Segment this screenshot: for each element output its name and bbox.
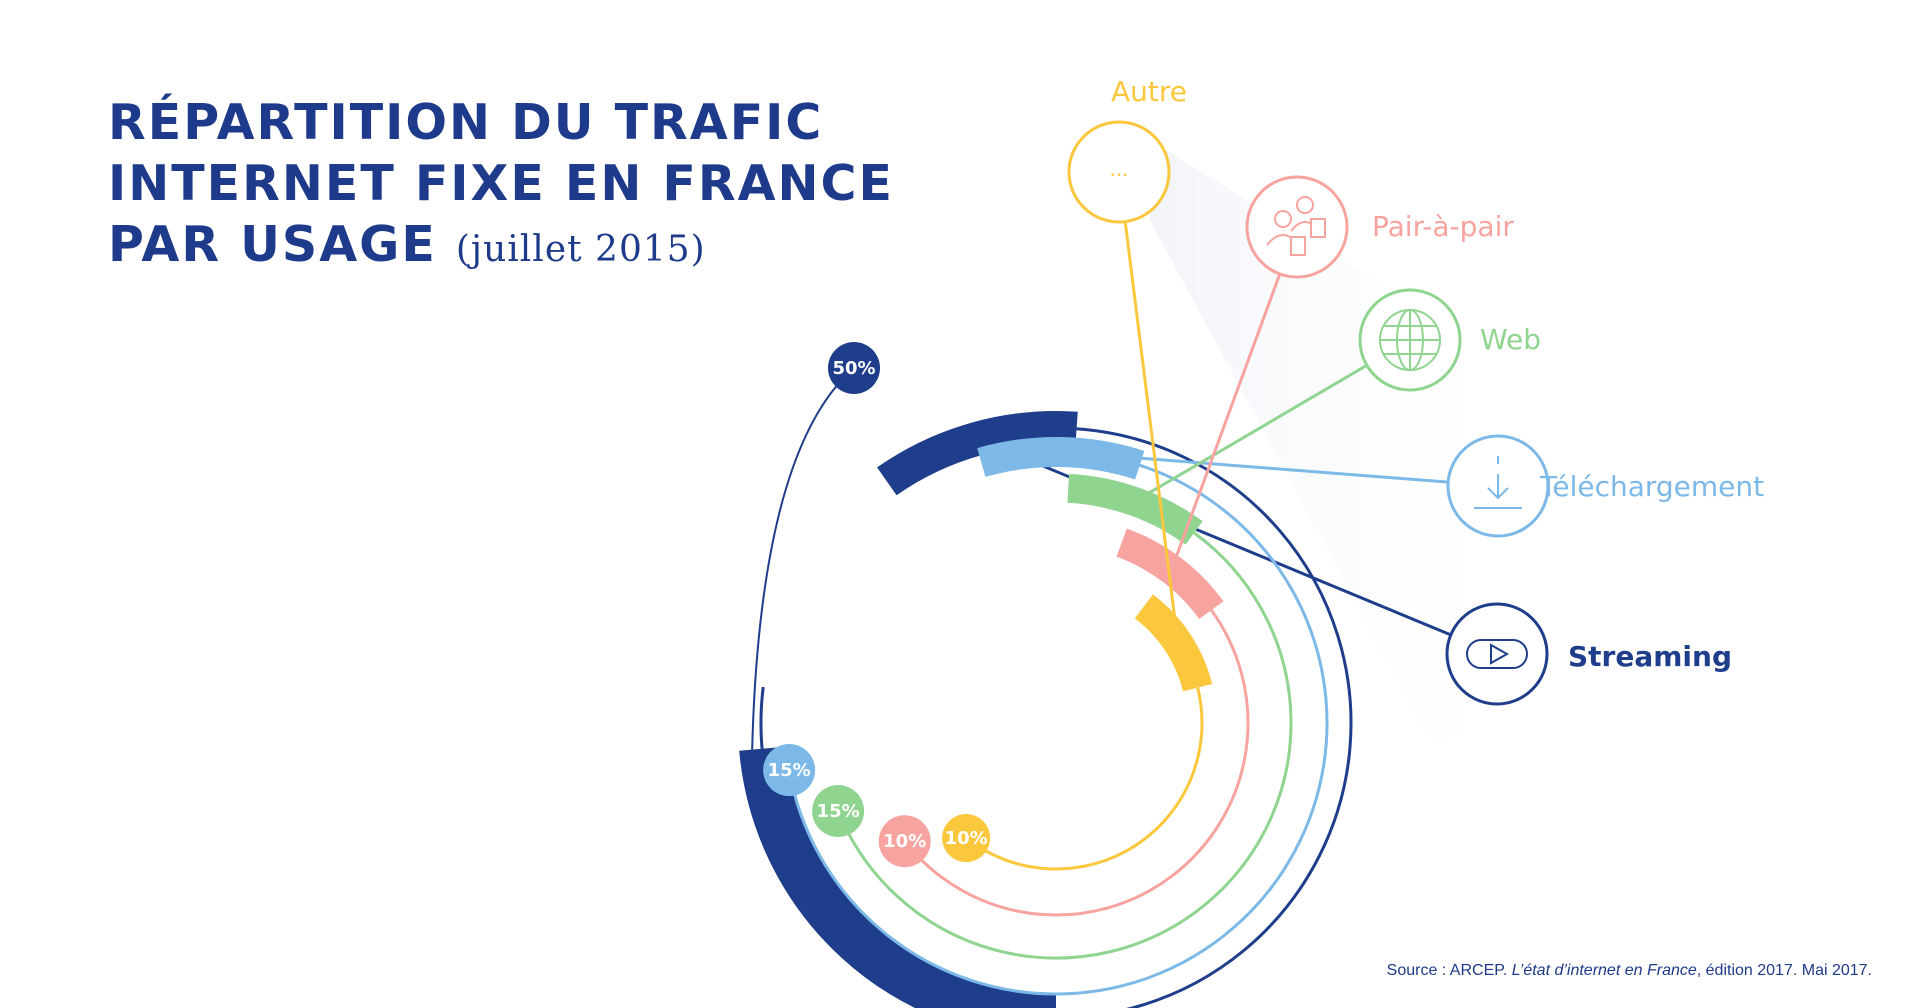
connector-telechargement [1060, 450, 1499, 488]
category-label-telechargement: Téléchargement [1539, 470, 1764, 503]
download-arrowhead [1487, 487, 1509, 500]
source-prefix: Source : ARCEP. [1386, 962, 1512, 979]
bubble-web [812, 785, 865, 838]
title-date: (juillet 2015) [455, 229, 706, 270]
document-b [1290, 236, 1306, 256]
title-line-2: INTERNET FIXE EN FRANCE [108, 155, 894, 212]
ring-pair-a-pair [903, 609, 1250, 917]
ring-telechargement [787, 463, 1329, 996]
band-main-streaming [739, 746, 1057, 1008]
ring-autre [965, 687, 1204, 871]
title-line-1: RÉPARTITION DU TRAFIC [108, 94, 824, 151]
play-triangle [1490, 643, 1510, 665]
value-label-autre: 10% [945, 828, 988, 849]
band-pair-a-pair [1116, 528, 1224, 620]
value-label-pair-a-pair: 10% [883, 831, 926, 852]
category-label-autre: Autre [1111, 75, 1187, 108]
source-suffix: , édition 2017. Mai 2017. [1696, 962, 1872, 979]
person-a-head [1274, 210, 1292, 228]
bubble-streaming [828, 342, 880, 394]
people-exchange-icon [1266, 196, 1326, 256]
bubble-pair-a-pair [878, 815, 931, 868]
chart-title: RÉPARTITION DU TRAFIC INTERNET FIXE EN F… [108, 92, 894, 280]
icon-circle-pair-a-pair [1245, 175, 1349, 279]
source-note: Source : ARCEP. L’état d’internet en Fra… [1387, 962, 1872, 980]
play-icon [1466, 639, 1528, 669]
globe-icon [1379, 309, 1441, 371]
category-label-pair-a-pair: Pair-à-pair [1372, 210, 1514, 243]
download-icon [1474, 456, 1522, 509]
value-label-telechargement: 15% [768, 760, 811, 781]
category-label-web: Web [1480, 323, 1541, 356]
band-autre [1134, 594, 1213, 692]
category-label-streaming: Streaming [1568, 640, 1732, 673]
bubble-telechargement [763, 744, 816, 797]
ellipsis-icon: ... [1109, 157, 1128, 181]
ring-web [836, 531, 1293, 960]
icon-circle-streaming [1445, 602, 1549, 706]
decorative-shadow [1150, 140, 1540, 740]
value-label-web: 15% [817, 801, 860, 822]
person-b-head [1296, 196, 1314, 214]
connector-pair-a-pair [1170, 226, 1299, 571]
chart-marks: 50% Streaming 15% Téléchargement 15% Web 10% Pa… [739, 75, 1764, 1008]
connector-streaming [976, 437, 1498, 656]
connector-web [1133, 338, 1411, 503]
leader-streaming [751, 367, 855, 750]
title-line-3: PAR USAGE (juillet 2015) [108, 214, 894, 280]
source-title: L’état d’internet en France [1511, 962, 1697, 979]
play-frame [1466, 639, 1528, 669]
band-web [1067, 473, 1203, 545]
document-a [1310, 218, 1326, 238]
value-label-streaming: 50% [832, 358, 875, 379]
ellipsis-text: ... [1109, 157, 1128, 181]
band-telechargement [977, 437, 1145, 480]
connector-autre [1117, 171, 1180, 643]
title-line-3-text: PAR USAGE [108, 216, 437, 273]
bubble-autre [942, 814, 991, 863]
icon-circle-autre [1067, 120, 1171, 224]
